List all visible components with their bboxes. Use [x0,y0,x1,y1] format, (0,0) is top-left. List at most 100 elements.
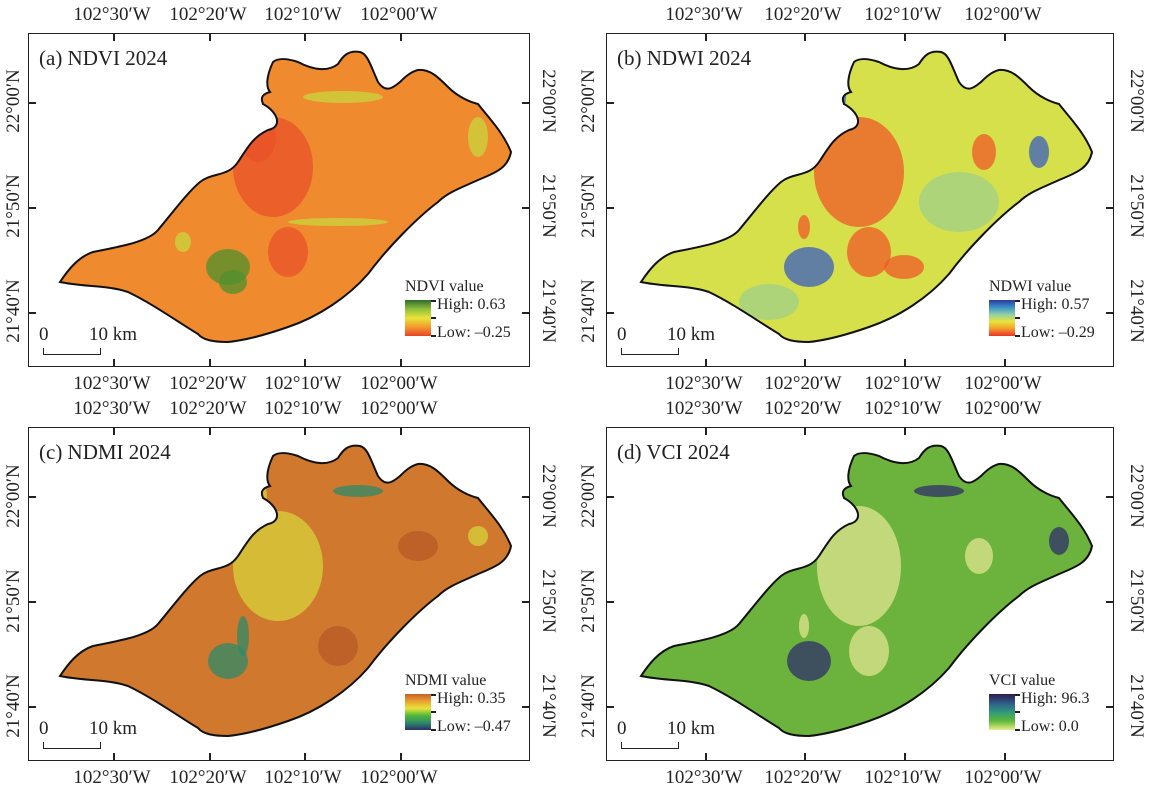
lon-tick [304,359,306,366]
legend-color-ramp [405,300,431,336]
raster-patch [787,641,831,681]
map-panel-ndvi: (a) NDVI 2024 0 10 km NDVI value High: 0… [28,33,530,367]
lon-tick [705,428,707,435]
lon-tick [705,359,707,366]
region-boundary [639,50,1094,344]
lon-tick [904,359,906,366]
lat-label: 21°40′N [1126,674,1147,738]
lat-tick [607,706,614,708]
lat-tick [29,706,36,708]
legend-tick [1015,300,1020,302]
lon-tick [1004,34,1006,41]
raster-patches [787,478,1069,681]
panel-title: (d) VCI 2024 [617,440,730,464]
raster-patch [739,284,799,320]
lon-label: 102°30′W [665,4,743,25]
lon-label: 102°00′W [964,373,1042,394]
legend-low-label: Low: –0.25 [437,324,511,341]
map-legend: NDVI value High: 0.63 Low: –0.25 [405,278,523,360]
scale-ten-label: 10 km [667,718,716,739]
scale-ten-label: 10 km [667,324,716,345]
lat-label: 21°40′N [578,674,599,738]
map-panel-vci: (d) VCI 2024 0 10 km VCI value High: 96.… [606,427,1114,761]
raster-patch [288,218,388,226]
lon-label: 102°10′W [864,398,942,419]
legend-title: NDWI value [989,278,1072,295]
legend-tick [431,335,436,337]
raster-patch [799,614,809,638]
lat-label: 22°00′N [1126,69,1147,133]
raster-patch [784,247,834,287]
map-panel-ndmi: (c) NDMI 2024 0 10 km NDMI value High: 0… [28,427,530,761]
lon-tick [304,753,306,760]
lon-label: 102°20′W [764,767,842,788]
lat-tick [522,312,529,314]
lon-label: 102°30′W [665,398,743,419]
lat-tick [29,312,36,314]
region-map [58,50,513,344]
lon-tick [705,34,707,41]
legend-color-ramp [989,300,1015,336]
raster-patch [1049,527,1069,555]
raster-patch [972,134,996,170]
scale-zero-label: 0 [39,718,49,739]
lat-label: 22°00′N [3,69,24,133]
lon-label: 102°20′W [764,4,842,25]
legend-tick [1015,694,1020,696]
lon-label: 102°10′W [264,373,342,394]
region-boundary [639,444,1094,738]
raster-patch [847,227,891,277]
raster-patch [268,227,308,277]
lat-label: 21°50′N [538,569,559,633]
lon-label: 102°30′W [665,373,743,394]
lon-tick [1004,753,1006,760]
legend-color-ramp [989,694,1015,730]
lon-label: 102°00′W [964,4,1042,25]
panel-title: (a) NDVI 2024 [39,46,168,70]
lat-label: 21°50′N [3,174,24,238]
legend-tick [431,317,436,319]
raster-patch [814,117,904,227]
lat-label: 21°40′N [538,674,559,738]
lat-label: 21°50′N [3,569,24,633]
lat-tick [607,312,614,314]
lat-label: 21°40′N [3,279,24,343]
legend-tick [1015,729,1020,731]
raster-patch [398,531,438,561]
lat-tick [1106,312,1113,314]
lon-tick [804,428,806,435]
lon-tick [804,359,806,366]
lat-tick [1106,601,1113,603]
lon-label: 102°20′W [764,398,842,419]
lat-tick [522,102,529,104]
panel-title: (b) NDWI 2024 [617,46,752,70]
lat-tick [522,601,529,603]
lon-tick [113,34,115,41]
lat-tick [1106,102,1113,104]
scale-ten-label: 10 km [89,718,138,739]
map-legend: NDMI value High: 0.35 Low: –0.47 [405,672,523,754]
legend-tick [1015,335,1020,337]
raster-patch [208,643,248,679]
lon-tick [209,428,211,435]
lat-label: 22°00′N [538,464,559,528]
lon-tick [1004,428,1006,435]
lat-tick [1106,496,1113,498]
lon-tick [209,753,211,760]
lon-label: 102°00′W [964,398,1042,419]
lon-tick [113,359,115,366]
legend-title: NDVI value [405,278,484,295]
legend-high-label: High: 0.35 [437,690,506,707]
lon-label: 102°20′W [169,4,247,25]
legend-high-label: High: 96.3 [1021,690,1090,707]
lon-label: 102°30′W [73,398,151,419]
lon-tick [705,753,707,760]
lat-tick [29,496,36,498]
lon-tick [400,34,402,41]
legend-high-label: High: 0.63 [437,296,506,313]
raster-patch [1029,136,1049,168]
raster-patches [739,77,1049,320]
lat-label: 22°00′N [3,464,24,528]
lon-tick [904,428,906,435]
raster-patch [237,616,249,656]
